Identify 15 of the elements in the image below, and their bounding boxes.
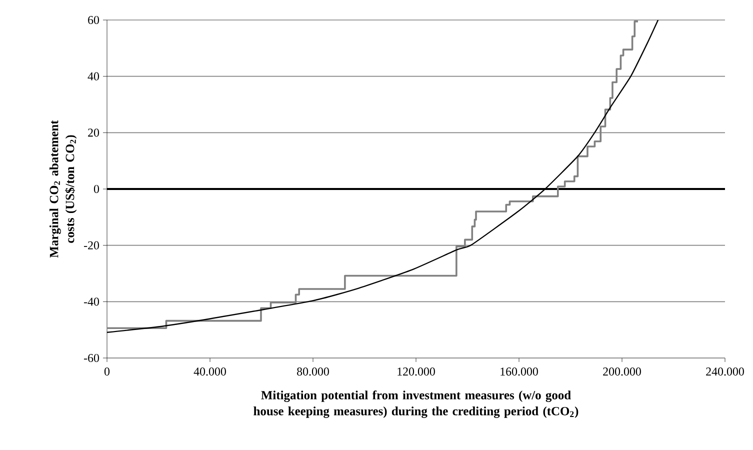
x-tick-label: 80.000 — [297, 368, 329, 376]
y-tick-label: -60 — [84, 354, 100, 362]
x-tick-label: 120.000 — [398, 368, 435, 376]
x-tick-label: 200.000 — [603, 368, 641, 376]
y-tick-label: -20 — [84, 241, 100, 250]
x-tick-label: 240.000 — [706, 368, 744, 376]
x-tick-label: 160.000 — [500, 368, 538, 376]
y-tick-label: 20 — [88, 128, 100, 137]
x-tick-label: 40.000 — [194, 368, 226, 376]
y-tick-label: 60 — [88, 16, 100, 24]
x-tick-label: 0 — [104, 368, 110, 376]
y-tick-label: -40 — [84, 298, 100, 306]
y-tick-label: 0 — [94, 184, 100, 194]
y-tick-label: 40 — [88, 72, 100, 80]
x-axis-title: Mitigation potential from investment measures (w/o good house keeping measures) during the crediting period (tCO$_{2}$) — [254, 390, 578, 418]
